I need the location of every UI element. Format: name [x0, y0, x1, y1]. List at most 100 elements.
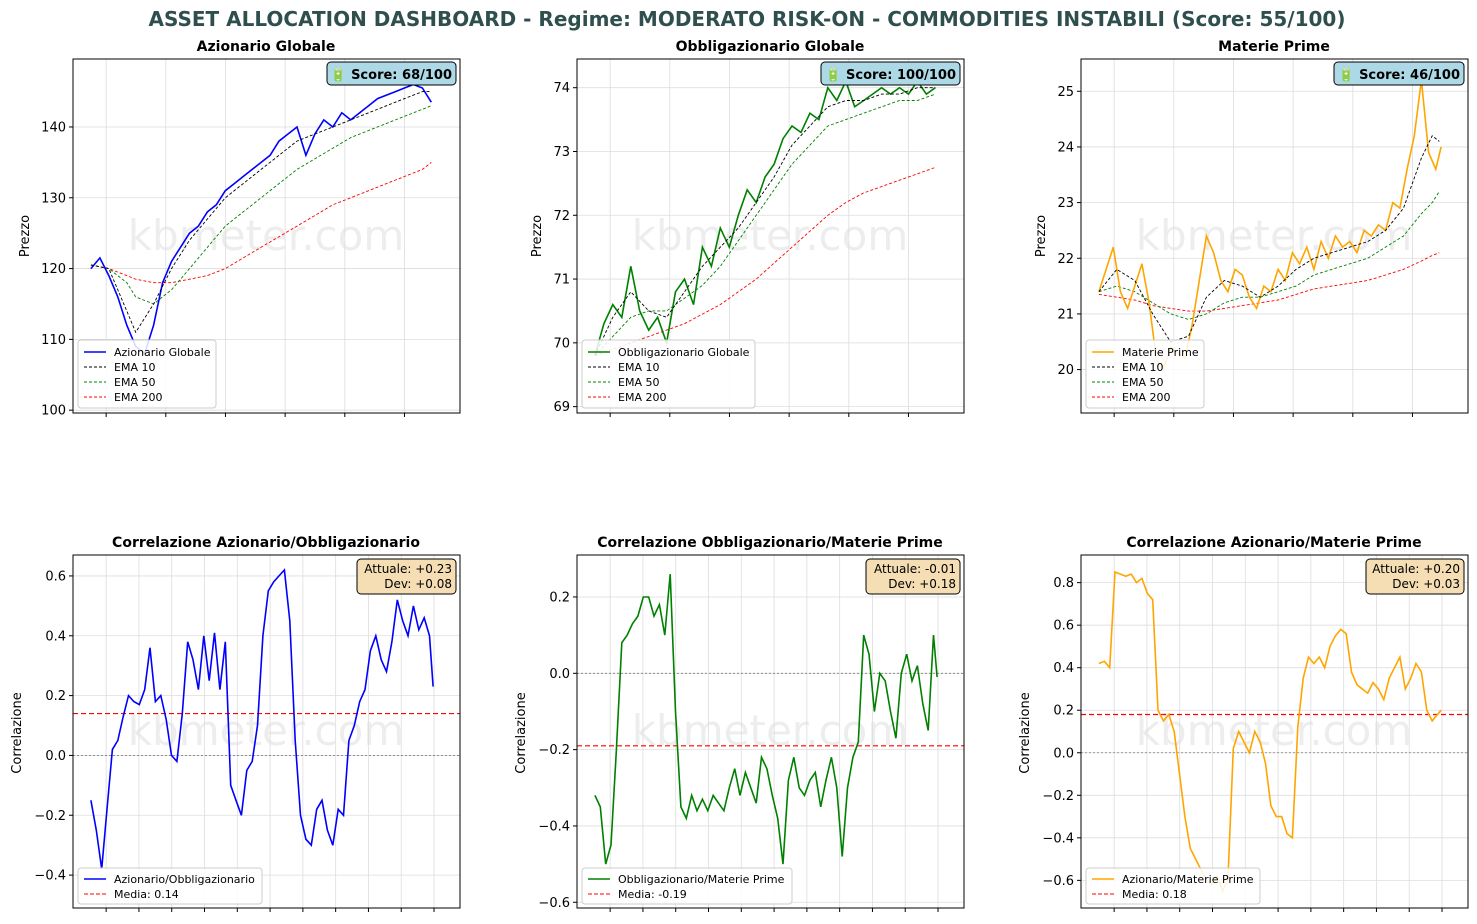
ema50-line: [594, 93, 936, 356]
y-tick-label: 110: [41, 333, 66, 348]
legend-price: Materie Prime: [1122, 346, 1199, 359]
y-tick-label: −0.4: [538, 819, 570, 834]
plot-frame: [72, 58, 461, 414]
ema200-line: [90, 162, 432, 284]
y-tick-label: 140: [41, 120, 66, 135]
watermark: kbmeter.com: [128, 211, 405, 260]
y-tick-label: 69: [553, 400, 570, 415]
y-tick-label: 22: [1057, 252, 1074, 267]
legend: Azionario/Materie Prime Media: 0.18: [1085, 867, 1261, 905]
score-badge: 🔋 Score: 46/100: [1333, 61, 1465, 86]
y-tick-label: 0.2: [45, 689, 66, 704]
ema10-line: [594, 87, 936, 356]
y-tick-label: 73: [553, 145, 570, 160]
y-tick-label: 23: [1057, 196, 1074, 211]
stats-box: Attuale: -0.01 Dev: +0.18: [865, 558, 961, 595]
legend-price: Azionario Globale: [114, 346, 211, 359]
legend: Obbligazionario/Materie Prime Media: -0.…: [581, 867, 793, 905]
y-axis-label: Prezzo: [18, 215, 33, 257]
plot-frame: [1080, 554, 1469, 909]
y-axis-ticks: 20 21 22 23 24 25: [1057, 85, 1081, 378]
panel-correlazione-azionario-materie-prime: Correlazione Azionario/Materie Prime Cor…: [1018, 535, 1469, 912]
y-tick-label: 20: [1057, 363, 1074, 378]
plot-lines: [577, 574, 964, 865]
panel-title: Correlazione Azionario/Obbligazionario: [112, 535, 420, 551]
plot-lines: [1081, 570, 1468, 894]
stats-box: Attuale: +0.20 Dev: +0.03: [1365, 558, 1465, 595]
legend-ema10: EMA 10: [114, 361, 155, 374]
y-tick-label: −0.2: [1042, 789, 1074, 804]
y-tick-label: 0.0: [549, 667, 570, 682]
score-badge: 🔋 Score: 100/100: [820, 61, 961, 86]
watermark: kbmeter.com: [128, 706, 405, 755]
y-tick-label: 0.0: [1053, 746, 1074, 761]
panel-title: Correlazione Azionario/Materie Prime: [1126, 535, 1421, 551]
watermark: kbmeter.com: [1136, 211, 1413, 260]
legend-corr: Obbligazionario/Materie Prime: [618, 873, 785, 886]
series-line: [594, 79, 936, 356]
watermark: kbmeter.com: [632, 706, 909, 755]
plot-frame: [1080, 58, 1469, 414]
plot-lines: [594, 79, 936, 357]
y-tick-label: 0.0: [45, 749, 66, 764]
legend-corr: Azionario/Materie Prime: [1122, 873, 1254, 886]
ema50-line: [1098, 191, 1440, 320]
ema10-line: [90, 91, 432, 334]
y-tick-label: −0.6: [538, 896, 570, 911]
y-tick-label: −0.4: [1042, 831, 1074, 846]
ema10-line: [1098, 135, 1440, 343]
y-tick-label: 0.6: [45, 569, 66, 584]
legend: Obbligazionario Globale EMA 10 EMA 50 EM…: [581, 339, 756, 409]
panel-title: Materie Prime: [1218, 39, 1330, 55]
panel-correlazione-obbligazionario-materie-prime: Correlazione Obbligazionario/Materie Pri…: [514, 535, 965, 912]
y-axis-label: Prezzo: [1034, 215, 1049, 257]
series-line: [90, 568, 434, 870]
stat-dev: Dev: +0.03: [1392, 577, 1460, 591]
legend-price: Obbligazionario Globale: [618, 346, 750, 359]
legend: Azionario Globale EMA 10 EMA 50 EMA 200: [77, 339, 217, 409]
y-tick-label: −0.4: [34, 869, 66, 884]
series-line: [594, 574, 938, 865]
plot-frame: [576, 554, 965, 909]
y-tick-label: 21: [1057, 307, 1074, 322]
panel-title: Correlazione Obbligazionario/Materie Pri…: [597, 535, 942, 551]
y-tick-label: −0.2: [34, 809, 66, 824]
stat-dev: Dev: +0.18: [888, 577, 956, 591]
y-axis-ticks: 69 70 71 72 73 74: [553, 81, 577, 415]
y-tick-label: 0.4: [45, 629, 66, 644]
legend-ema10: EMA 10: [618, 361, 659, 374]
y-tick-label: −0.2: [538, 743, 570, 758]
y-tick-label: 25: [1057, 85, 1074, 100]
gridlines: [73, 59, 460, 413]
stat-current: Attuale: -0.01: [874, 562, 956, 576]
panel-title: Azionario Globale: [197, 39, 336, 55]
dashboard-title: ASSET ALLOCATION DASHBOARD - Regime: MOD…: [148, 7, 1345, 31]
x-axis-ticks: [609, 413, 909, 417]
legend-ema50: EMA 50: [618, 376, 659, 389]
x-axis-ticks: [609, 908, 939, 912]
panel-azionario-globale: Azionario Globale Prezzo kbmeter.com 100…: [18, 39, 461, 419]
y-tick-label: 0.8: [1053, 576, 1074, 591]
legend-ema200: EMA 200: [618, 391, 666, 404]
x-axis-ticks: [105, 413, 405, 417]
legend-mean: Media: 0.14: [114, 888, 179, 901]
y-axis-ticks: −0.4 −0.2 0.0 0.2 0.4 0.6: [34, 569, 73, 884]
y-tick-label: 24: [1057, 140, 1074, 155]
y-axis-ticks: −0.6 −0.4 −0.2 0.0 0.2: [538, 590, 577, 911]
panel-materie-prime: Materie Prime Prezzo kbmeter.com 2021222…: [1034, 39, 1469, 417]
x-axis-ticks: [105, 908, 435, 912]
y-axis-label: Correlazione: [514, 692, 529, 773]
y-axis-label: Correlazione: [1018, 692, 1033, 773]
legend: Azionario/Obbligazionario Media: 0.14: [77, 867, 263, 905]
y-tick-label: 130: [41, 191, 66, 206]
ema200-line: [1098, 252, 1440, 312]
watermark: kbmeter.com: [1136, 706, 1413, 755]
y-tick-label: 0.4: [1053, 661, 1074, 676]
legend-mean: Media: -0.19: [618, 888, 687, 901]
score-label: 🔋 Score: 46/100: [1338, 67, 1460, 83]
y-tick-label: 0.2: [549, 590, 570, 605]
panel-obbligazionario-globale: Obbligazionario Globale Prezzo kbmeter.c…: [530, 39, 965, 417]
legend-ema200: EMA 200: [114, 391, 162, 404]
y-tick-label: 71: [553, 273, 570, 288]
